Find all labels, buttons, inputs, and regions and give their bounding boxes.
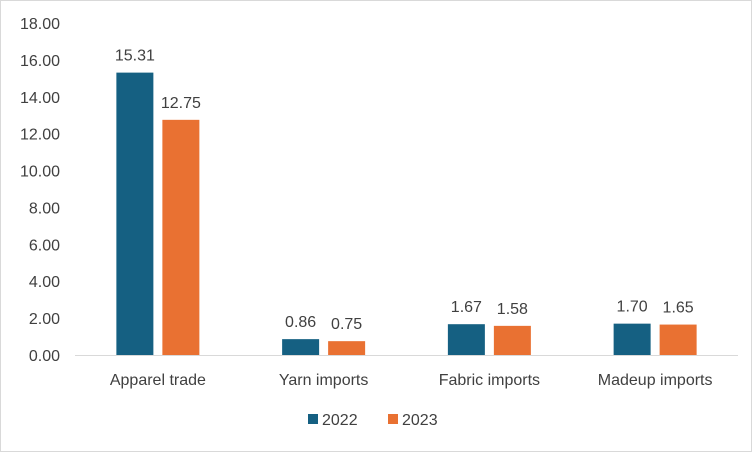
data-label: 12.75 [161, 95, 201, 112]
x-tick-label: Fabric imports [439, 372, 540, 389]
y-tick-label: 4.00 [29, 274, 60, 291]
data-label: 1.70 [617, 299, 648, 316]
data-label: 1.65 [663, 300, 694, 317]
x-tick-label: Apparel trade [110, 372, 206, 389]
y-tick-label: 18.00 [20, 16, 60, 33]
x-tick-label: Yarn imports [279, 372, 369, 389]
data-label: 0.86 [285, 314, 316, 331]
bar-2023-fabric-imports [493, 325, 531, 355]
bar-2022-apparel-trade [116, 72, 154, 356]
y-tick-label: 2.00 [29, 311, 60, 328]
y-tick-label: 16.00 [20, 53, 60, 70]
y-tick-label: 10.00 [20, 164, 60, 181]
legend-label: 2022 [322, 412, 358, 429]
x-tick-label: Madeup imports [598, 372, 713, 389]
data-label: 0.75 [331, 316, 362, 333]
bar-2022-fabric-imports [447, 324, 485, 355]
data-label: 1.67 [451, 299, 482, 316]
y-axis-ticks: 0.00 2.00 4.00 6.00 8.00 10.00 12.00 14.00 16.00… [20, 16, 60, 365]
category-labels: Apparel trade Yarn imports Fabric imports M… [110, 372, 713, 389]
y-tick-label: 0.00 [29, 348, 60, 365]
legend-label: 2023 [402, 412, 438, 429]
bar-2023-apparel-trade [162, 119, 200, 355]
y-tick-label: 8.00 [29, 200, 60, 217]
bar-2022-madeup-imports [613, 323, 651, 355]
bar-2023-madeup-imports [659, 324, 697, 355]
legend: 2022 2023 [308, 412, 438, 429]
data-label: 1.58 [497, 301, 528, 318]
y-tick-label: 6.00 [29, 237, 60, 254]
data-labels: 15.31 12.75 0.86 0.75 1.67 1.58 1.70 1.65 [115, 48, 694, 334]
bars [116, 72, 697, 356]
legend-swatch [388, 414, 398, 424]
bar-2022-yarn-imports [282, 339, 320, 355]
bar-2023-yarn-imports [328, 341, 366, 355]
legend-swatch [308, 414, 318, 424]
y-tick-label: 12.00 [20, 127, 60, 144]
y-tick-label: 14.00 [20, 90, 60, 107]
data-label: 15.31 [115, 48, 155, 65]
